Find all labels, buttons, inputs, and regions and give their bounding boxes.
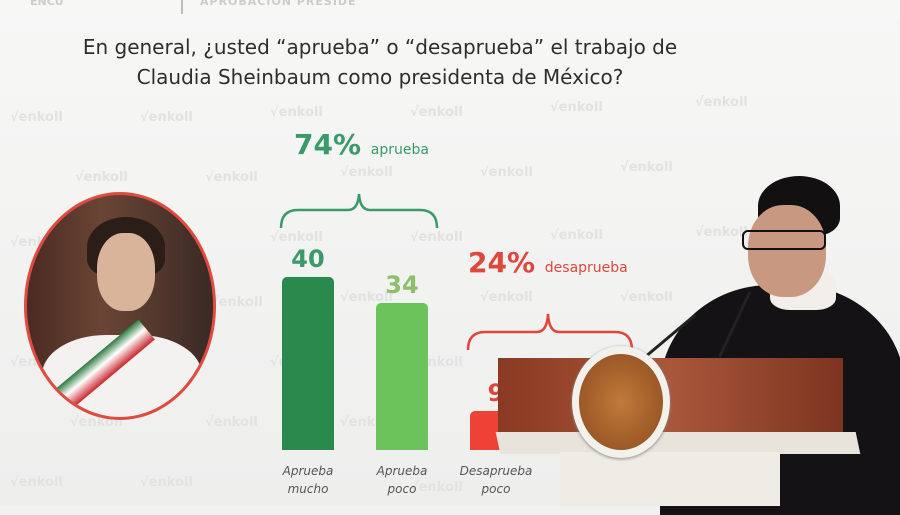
approve-brace — [279, 193, 439, 229]
watermark: √enkoll — [550, 100, 603, 115]
watermark: √enkoll — [410, 480, 463, 495]
watermark: √enkoll — [140, 475, 193, 490]
question-line-2: Claudia Sheinbaum como presidenta de Méx… — [136, 65, 624, 89]
approve-summary: 74% aprueba — [294, 128, 429, 161]
watermark: √enkoll — [410, 105, 463, 120]
disapprove-label: desaprueba — [544, 260, 628, 276]
watermark: √enkoll — [695, 225, 748, 240]
watermark: √enkoll — [340, 165, 393, 180]
watermark: √enkoll — [620, 160, 673, 175]
podium-base — [560, 452, 780, 506]
category-label: Desaprueba poco — [459, 464, 533, 496]
watermark: √enkoll — [140, 110, 193, 125]
podium-ledge — [495, 432, 861, 454]
president-portrait — [24, 192, 216, 420]
bar-0 — [282, 277, 334, 450]
category-label: Aprueba mucho — [282, 464, 334, 496]
approve-label: aprueba — [370, 142, 429, 158]
watermark: √enkoll — [270, 105, 323, 120]
watermark: √enkoll — [270, 230, 323, 245]
question-line-1: En general, ¿usted “aprueba” o “desaprue… — [82, 35, 678, 59]
mexico-coat-of-arms-seal — [572, 346, 670, 458]
watermark: √enkoll — [695, 95, 748, 110]
watermark: √enkoll — [210, 295, 263, 310]
header-divider — [181, 0, 183, 14]
watermark: √enkoll — [410, 230, 463, 245]
watermark: √enkoll — [480, 165, 533, 180]
watermark: √enkoll — [205, 415, 258, 430]
watermark: √enkoll — [550, 228, 603, 243]
approve-percent: 74% — [294, 128, 362, 161]
watermark: √enkoll — [10, 475, 63, 490]
watermark: √enkoll — [10, 110, 63, 125]
watermark: √enkoll — [75, 170, 128, 185]
speaker-glasses — [742, 230, 826, 250]
speaker-face — [748, 205, 826, 297]
disapprove-brace — [466, 313, 634, 351]
category-label: Aprueba poco — [376, 464, 428, 496]
bar-value-label: 40 — [291, 245, 325, 273]
header-left-text: ENCU — [30, 0, 64, 8]
disapprove-summary: 24% desaprueba — [468, 246, 628, 279]
watermark: √enkoll — [480, 290, 533, 305]
podium — [498, 358, 843, 436]
watermark: √enkoll — [340, 290, 393, 305]
bar-value-label: 34 — [385, 270, 419, 299]
poll-question: En general, ¿usted “aprueba” o “desaprue… — [60, 32, 700, 92]
watermark: √enkoll — [205, 170, 258, 185]
header-section-title: APROBACIÓN PRESIDE — [200, 0, 357, 8]
disapprove-percent: 24% — [468, 246, 536, 279]
bar-1 — [376, 302, 428, 450]
watermark: √enkoll — [620, 290, 673, 305]
